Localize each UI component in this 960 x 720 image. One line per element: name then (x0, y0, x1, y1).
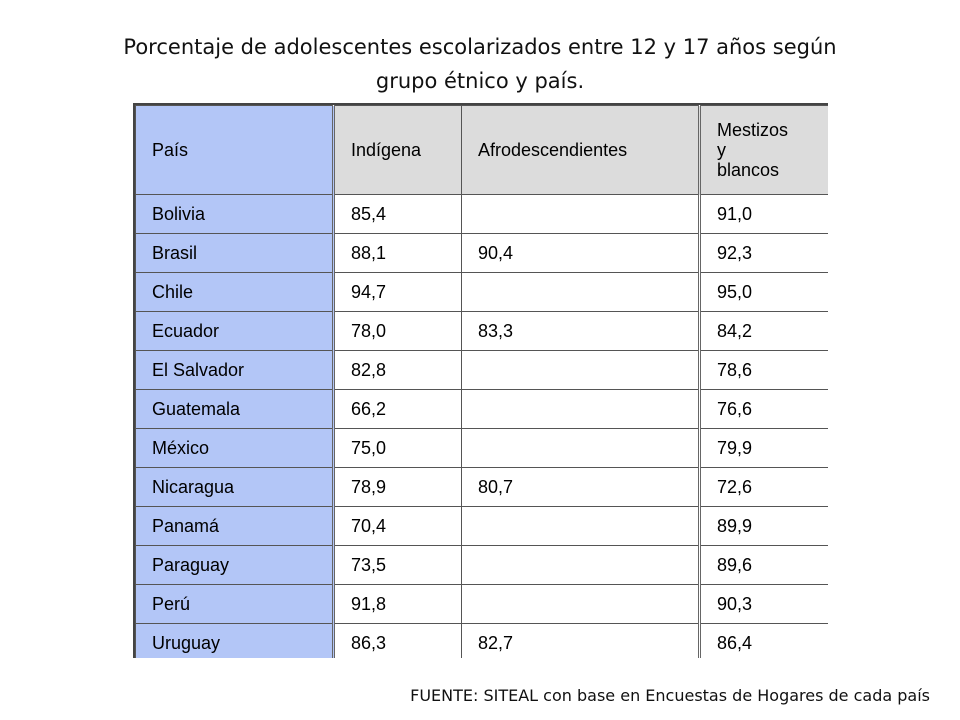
cell-indigena: 91,8 (333, 584, 462, 624)
cell-mestizos-blancos: 76,6 (699, 389, 828, 429)
cell-indigena: 75,0 (333, 428, 462, 468)
table-row: Nicaragua 78,9 80,7 72,6 (135, 467, 828, 507)
table-row: Paraguay 73,5 89,6 (135, 545, 828, 585)
cell-mestizos-blancos: 95,0 (699, 272, 828, 312)
table-row: Bolivia 85,4 91,0 (135, 194, 828, 234)
cell-afrodescendientes: 90,4 (461, 233, 701, 273)
table-row: El Salvador 82,8 78,6 (135, 350, 828, 390)
cell-afrodescendientes (461, 350, 701, 390)
cell-country: Guatemala (135, 389, 335, 429)
cell-indigena: 70,4 (333, 506, 462, 546)
table-row: Brasil 88,1 90,4 92,3 (135, 233, 828, 273)
table-row: Chile 94,7 95,0 (135, 272, 828, 312)
source-note: FUENTE: SITEAL con base en Encuestas de … (410, 686, 930, 705)
table-row: Panamá 70,4 89,9 (135, 506, 828, 546)
cell-country: Brasil (135, 233, 335, 273)
cell-mestizos-blancos: 78,6 (699, 350, 828, 390)
slide-title: Porcentaje de adolescentes escolarizados… (60, 30, 900, 98)
cell-country: Panamá (135, 506, 335, 546)
cell-indigena: 94,7 (333, 272, 462, 312)
table-row: Guatemala 66,2 76,6 (135, 389, 828, 429)
cell-afrodescendientes: 80,7 (461, 467, 701, 507)
header-afrodescendientes: Afrodescendientes (461, 105, 701, 195)
cell-country: Bolivia (135, 194, 335, 234)
cell-country: Chile (135, 272, 335, 312)
cell-afrodescendientes (461, 545, 701, 585)
cell-mestizos-blancos: 86,4 (699, 623, 828, 658)
data-table: País Indígena Afrodescendientes Mestizos… (135, 105, 828, 658)
cell-indigena: 78,0 (333, 311, 462, 351)
cell-afrodescendientes (461, 506, 701, 546)
cell-country: Ecuador (135, 311, 335, 351)
cell-afrodescendientes (461, 194, 701, 234)
cell-indigena: 73,5 (333, 545, 462, 585)
cell-mestizos-blancos: 79,9 (699, 428, 828, 468)
cell-mestizos-blancos: 92,3 (699, 233, 828, 273)
cell-country: Uruguay (135, 623, 335, 658)
cell-mestizos-blancos: 91,0 (699, 194, 828, 234)
table-row: México 75,0 79,9 (135, 428, 828, 468)
header-indigena: Indígena (333, 105, 462, 195)
cell-mestizos-blancos: 89,6 (699, 545, 828, 585)
cell-country: El Salvador (135, 350, 335, 390)
cell-afrodescendientes (461, 272, 701, 312)
cell-afrodescendientes: 82,7 (461, 623, 701, 658)
cell-indigena: 85,4 (333, 194, 462, 234)
cell-indigena: 88,1 (333, 233, 462, 273)
cell-afrodescendientes (461, 428, 701, 468)
data-table-container: País Indígena Afrodescendientes Mestizos… (133, 103, 828, 658)
cell-mestizos-blancos: 72,6 (699, 467, 828, 507)
cell-mestizos-blancos: 90,3 (699, 584, 828, 624)
cell-afrodescendientes (461, 389, 701, 429)
cell-indigena: 66,2 (333, 389, 462, 429)
table-row: Ecuador 78,0 83,3 84,2 (135, 311, 828, 351)
cell-country: Perú (135, 584, 335, 624)
header-mestizos-blancos: Mestizos y blancos (699, 105, 828, 195)
cell-indigena: 86,3 (333, 623, 462, 658)
cell-indigena: 78,9 (333, 467, 462, 507)
cell-country: México (135, 428, 335, 468)
table-row: Uruguay 86,3 82,7 86,4 (135, 623, 828, 658)
cell-afrodescendientes: 83,3 (461, 311, 701, 351)
cell-mestizos-blancos: 89,9 (699, 506, 828, 546)
cell-mestizos-blancos: 84,2 (699, 311, 828, 351)
header-pais: País (135, 105, 335, 195)
table-header-row: País Indígena Afrodescendientes Mestizos… (135, 105, 828, 195)
title-line-2: grupo étnico y país. (375, 69, 585, 93)
cell-country: Paraguay (135, 545, 335, 585)
table-row: Perú 91,8 90,3 (135, 584, 828, 624)
cell-afrodescendientes (461, 584, 701, 624)
cell-indigena: 82,8 (333, 350, 462, 390)
cell-country: Nicaragua (135, 467, 335, 507)
title-line-1: Porcentaje de adolescentes escolarizados… (123, 35, 837, 59)
